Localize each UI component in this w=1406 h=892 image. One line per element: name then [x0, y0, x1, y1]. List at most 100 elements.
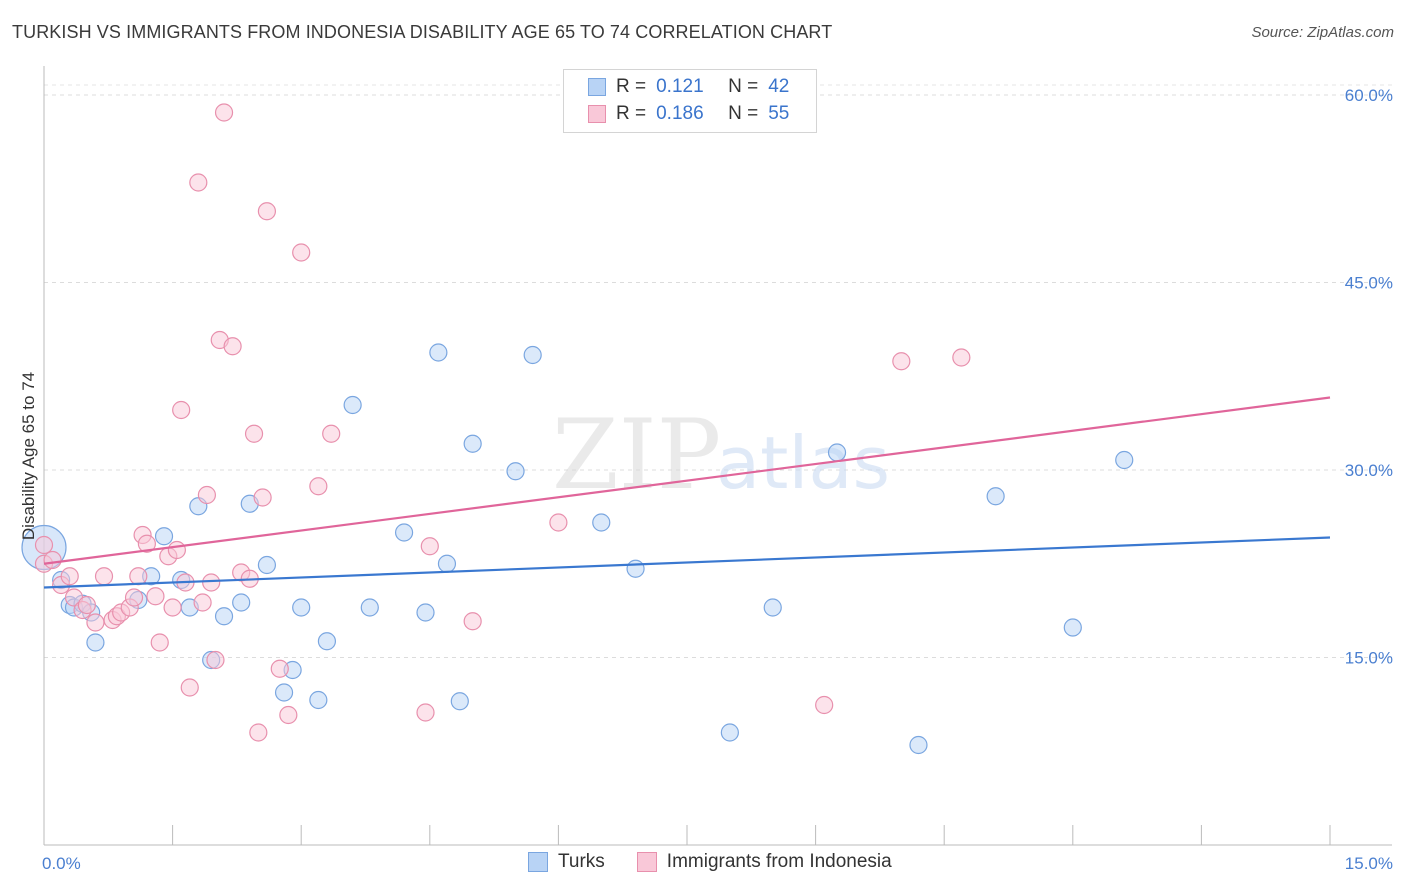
- indonesia-point: [129, 567, 148, 586]
- turks-point: [416, 603, 435, 622]
- turks-point: [394, 523, 414, 542]
- indonesia-point: [43, 550, 62, 570]
- indonesia-point: [309, 477, 328, 496]
- indonesia-point: [214, 103, 234, 122]
- series-swatch-turks: [528, 852, 548, 872]
- indonesia-point: [86, 613, 105, 632]
- turks-point: [909, 735, 928, 755]
- indonesia-point: [60, 567, 79, 586]
- legend-swatch-indonesia: [588, 105, 606, 123]
- indonesia-point: [322, 424, 341, 443]
- turks-point: [626, 559, 645, 578]
- watermark-atlas: atlas: [716, 421, 890, 505]
- indonesia-point: [249, 723, 268, 742]
- turks-point: [360, 598, 379, 617]
- indonesia-point: [137, 534, 156, 553]
- indonesia-point: [420, 537, 439, 556]
- turks-point: [1063, 618, 1082, 637]
- indonesia-point: [244, 424, 264, 443]
- legend-n-label: N =: [728, 103, 759, 124]
- legend-n-value-indonesia: 55: [768, 103, 790, 124]
- turks-point: [592, 513, 611, 532]
- turks-point: [1115, 450, 1134, 470]
- turks-point: [292, 598, 311, 617]
- turks-trend-line: [43, 536, 1331, 589]
- indonesia-point: [206, 650, 225, 670]
- legend-r-label: R =: [616, 103, 647, 124]
- indonesia-point: [77, 595, 96, 615]
- turks-point: [523, 345, 542, 365]
- tick-labels: 15.0% 30.0% 45.0% 60.0% 0.0% 15.0%: [42, 86, 1393, 873]
- indonesia-point: [253, 488, 272, 507]
- indonesia-point: [202, 573, 221, 592]
- y-tick-label: 60.0%: [1345, 86, 1393, 105]
- source-label: Source: ZipAtlas.com: [1251, 24, 1394, 41]
- indonesia-point: [167, 540, 186, 560]
- turks-point: [343, 395, 362, 415]
- indonesia-point: [189, 173, 208, 192]
- series-label-turks: Turks: [558, 851, 605, 872]
- indonesia-trend-line: [43, 396, 1331, 565]
- indonesia-point: [124, 588, 144, 607]
- indonesia-point: [180, 678, 199, 697]
- turks-point: [86, 633, 105, 652]
- turks-point: [232, 593, 251, 612]
- indonesia-point: [257, 202, 277, 221]
- legend-row-turks: R = 0.121 N = 42: [588, 75, 789, 99]
- turks-point: [763, 598, 782, 617]
- indonesia-points: [34, 103, 971, 742]
- turks-point: [986, 487, 1005, 506]
- y-axis-title: Disability Age 65 to 74: [19, 372, 38, 540]
- turks-point: [720, 723, 739, 742]
- legend-swatch-turks: [588, 78, 606, 96]
- legend-r-value-turks: 0.121: [656, 76, 704, 97]
- series-label-indonesia: Immigrants from Indonesia: [666, 851, 892, 872]
- indonesia-point: [292, 243, 311, 262]
- watermark-zip: ZIP: [552, 399, 721, 511]
- indonesia-point: [146, 587, 165, 606]
- series-legend-indonesia[interactable]: Immigrants from Indonesia: [636, 851, 892, 873]
- indonesia-point: [223, 337, 242, 356]
- indonesia-point: [193, 593, 212, 612]
- indonesia-point: [279, 705, 298, 725]
- turks-point: [463, 434, 482, 453]
- turks-point: [827, 443, 847, 462]
- indonesia-point: [892, 352, 911, 371]
- indonesia-point: [172, 400, 191, 420]
- indonesia-point: [416, 703, 435, 722]
- turks-point: [214, 607, 234, 626]
- y-tick-label: 30.0%: [1345, 461, 1393, 480]
- indonesia-point: [815, 695, 834, 715]
- x-tick-label: 0.0%: [42, 854, 81, 873]
- indonesia-point: [549, 513, 568, 532]
- trend-lines: [43, 396, 1331, 589]
- indonesia-point: [94, 567, 114, 586]
- series-swatch-indonesia: [636, 852, 657, 872]
- legend-r-value-indonesia: 0.186: [656, 103, 704, 124]
- turks-point: [317, 632, 337, 651]
- legend-row-indonesia: R = 0.186 N = 55: [588, 102, 789, 126]
- turks-point: [257, 555, 277, 575]
- turks-point: [309, 690, 328, 710]
- turks-point: [437, 554, 457, 573]
- legend-r-label: R =: [616, 76, 647, 97]
- indonesia-point: [150, 633, 169, 652]
- stats-legend: R = 0.121 N = 42 R = 0.186 N = 55: [563, 69, 817, 133]
- legend-n-label: N =: [728, 76, 759, 97]
- y-tick-label: 45.0%: [1345, 274, 1393, 293]
- turks-point: [506, 462, 525, 481]
- indonesia-point: [270, 659, 289, 678]
- indonesia-point: [197, 485, 216, 505]
- turks-point: [274, 683, 294, 702]
- indonesia-point: [463, 612, 482, 631]
- axes: [43, 66, 1392, 846]
- indonesia-point: [163, 598, 182, 617]
- turks-point: [450, 692, 469, 711]
- series-legend: Turks Immigrants from Indonesia: [528, 851, 924, 873]
- chart-title: TURKISH VS IMMIGRANTS FROM INDONESIA DIS…: [12, 22, 833, 42]
- y-tick-label: 15.0%: [1345, 649, 1393, 668]
- x-tick-label: 15.0%: [1345, 854, 1393, 873]
- turks-point: [429, 343, 448, 362]
- series-legend-turks[interactable]: Turks: [528, 851, 605, 873]
